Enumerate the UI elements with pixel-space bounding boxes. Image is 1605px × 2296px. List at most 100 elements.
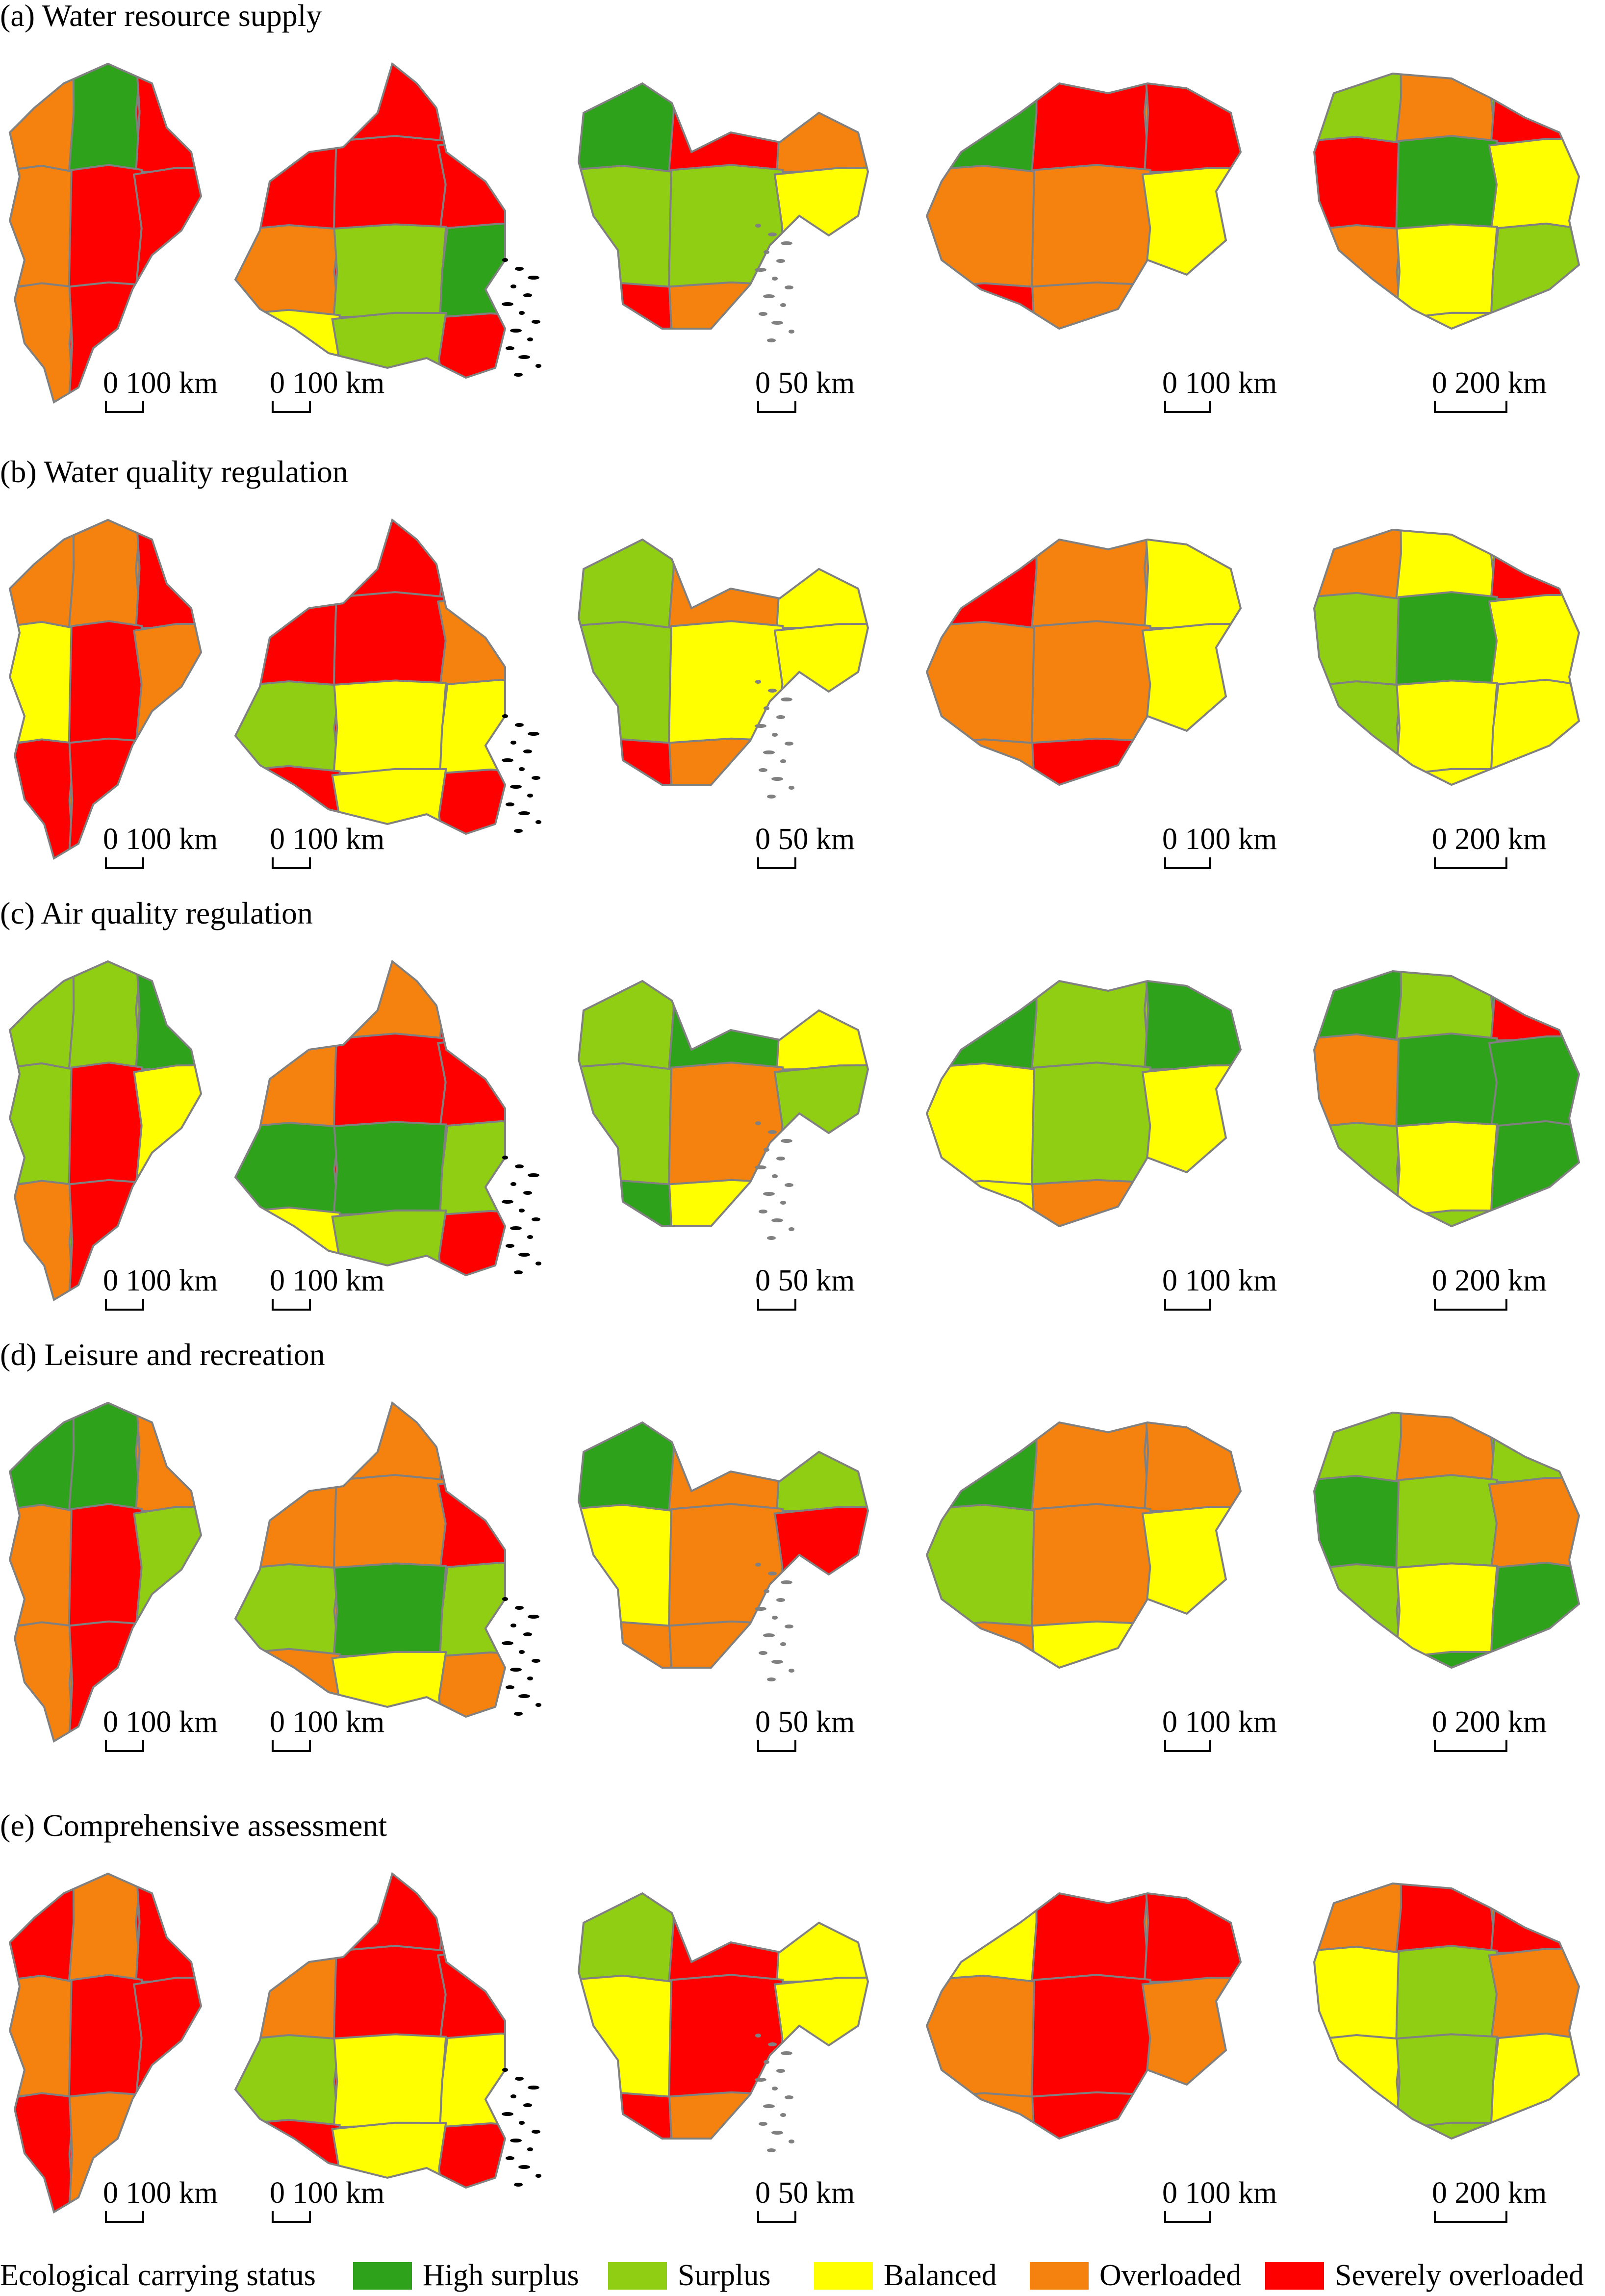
subunit-balanced xyxy=(773,166,868,290)
subunit-surplus xyxy=(1314,74,1405,145)
island-mark xyxy=(506,346,514,350)
scale-line xyxy=(757,401,796,413)
island-mark xyxy=(519,767,525,771)
region-map-5-svg xyxy=(1313,528,1580,786)
region-outline xyxy=(577,82,869,330)
island-mark xyxy=(789,330,794,334)
subunit-high-surplus xyxy=(135,961,201,1072)
island-mark xyxy=(764,1589,769,1593)
subunit-severely-overloaded xyxy=(133,166,201,290)
subunit-severely-overloaded xyxy=(667,1893,784,1984)
subunit-overloaded xyxy=(927,1974,1039,2100)
island-mark xyxy=(519,1650,525,1654)
scale-label: 0 100 km xyxy=(1162,1264,1277,1297)
region-map-3 xyxy=(564,1864,888,2212)
region-outline xyxy=(8,960,203,1302)
subunit-severely-overloaded xyxy=(10,1874,77,1984)
subunit-surplus xyxy=(1394,2121,1498,2139)
subunit-severely-overloaded xyxy=(68,1061,143,1188)
subunit-severely-overloaded xyxy=(1030,83,1152,174)
island-mark xyxy=(764,1148,769,1152)
island-mark xyxy=(759,1210,767,1213)
subunit-high-surplus xyxy=(579,83,678,174)
island-mark xyxy=(532,1217,540,1221)
island-mark xyxy=(502,1597,508,1601)
scale-bar: 0 100 km xyxy=(1162,824,1336,878)
scale-line xyxy=(1164,2211,1211,2223)
island-mark xyxy=(535,1262,541,1265)
island-mark xyxy=(510,329,522,333)
subunit-balanced xyxy=(1490,678,1579,775)
subunit-balanced xyxy=(332,2033,447,2129)
subunit-high-surplus xyxy=(332,1121,447,1217)
region-outline xyxy=(234,518,507,835)
island-mark xyxy=(527,1235,533,1239)
subunit-overloaded xyxy=(667,540,784,630)
island-mark xyxy=(528,276,539,280)
region-outline xyxy=(8,62,203,404)
scale-bar: 0 200 km xyxy=(1432,368,1605,422)
subunit-severely-overloaded xyxy=(439,520,505,601)
subunit-high-surplus xyxy=(927,981,1041,1072)
subunit-surplus xyxy=(579,1893,678,1984)
scale-label: 0 100 km xyxy=(103,823,218,856)
subunit-severely-overloaded xyxy=(1030,1893,1152,1984)
legend-swatch-high-surplus xyxy=(353,2262,412,2290)
subunit-surplus xyxy=(332,223,447,319)
subunit-severely-overloaded xyxy=(773,1505,868,1629)
subunit-severely-overloaded xyxy=(436,1947,505,2042)
region-map-5 xyxy=(1304,54,1589,402)
legend-label-overloaded: Overloaded xyxy=(1099,2259,1242,2292)
region-map-4 xyxy=(922,54,1260,402)
island-mark xyxy=(789,1669,794,1673)
region-map-3 xyxy=(564,952,888,1300)
island-mark xyxy=(515,1164,524,1168)
subunit-severely-overloaded xyxy=(579,282,676,329)
island-mark xyxy=(781,241,792,245)
region-map-2 xyxy=(230,510,549,858)
region-outline xyxy=(925,980,1242,1228)
scale-label: 0 100 km xyxy=(1162,1705,1277,1739)
scale-bar: 0 200 km xyxy=(1432,2178,1605,2232)
region-outline xyxy=(577,1421,869,1669)
scale-label: 0 100 km xyxy=(270,1705,385,1739)
island-mark xyxy=(755,680,761,684)
subunit-severely-overloaded xyxy=(235,64,342,145)
region-outline xyxy=(925,1892,1242,2140)
subunit-balanced xyxy=(927,1893,1041,1984)
subunit-severely-overloaded xyxy=(1490,971,1579,1043)
subunit-overloaded xyxy=(235,520,342,601)
island-mark xyxy=(763,2104,775,2108)
island-mark xyxy=(532,2130,540,2134)
scale-line xyxy=(1164,857,1211,869)
subunit-severely-overloaded xyxy=(10,738,76,858)
region-map-4-svg xyxy=(925,82,1242,330)
region-map-2 xyxy=(230,54,549,402)
scale-line xyxy=(757,1740,796,1752)
subunit-overloaded xyxy=(235,224,341,319)
scale-bar: 0 100 km xyxy=(1162,1265,1336,1319)
legend-swatch-surplus xyxy=(608,2262,667,2290)
subunit-overloaded xyxy=(10,1621,76,1741)
island-mark xyxy=(771,321,783,325)
island-mark xyxy=(510,1624,516,1627)
island-mark xyxy=(763,1633,775,1637)
scale-label: 0 100 km xyxy=(1162,823,1277,856)
island-mark xyxy=(780,759,786,763)
subunit-severely-overloaded xyxy=(436,137,505,232)
island-mark xyxy=(764,706,769,710)
subunit-severely-overloaded xyxy=(1143,1893,1241,1984)
island-mark xyxy=(771,1660,783,1664)
island-mark xyxy=(767,338,776,342)
legend-swatch-overloaded xyxy=(1030,2262,1089,2290)
subunit-balanced xyxy=(332,679,447,775)
region-map-1-svg xyxy=(8,1401,203,1743)
region-map-5 xyxy=(1304,1864,1589,2212)
subunit-overloaded xyxy=(775,83,868,174)
region-map-3-svg xyxy=(577,1892,869,2152)
subunit-severely-overloaded xyxy=(439,64,505,145)
scale-label: 0 200 km xyxy=(1432,2176,1547,2210)
subunit-balanced xyxy=(773,622,868,747)
subunit-severely-overloaded xyxy=(579,2092,676,2139)
region-outline xyxy=(577,980,869,1227)
